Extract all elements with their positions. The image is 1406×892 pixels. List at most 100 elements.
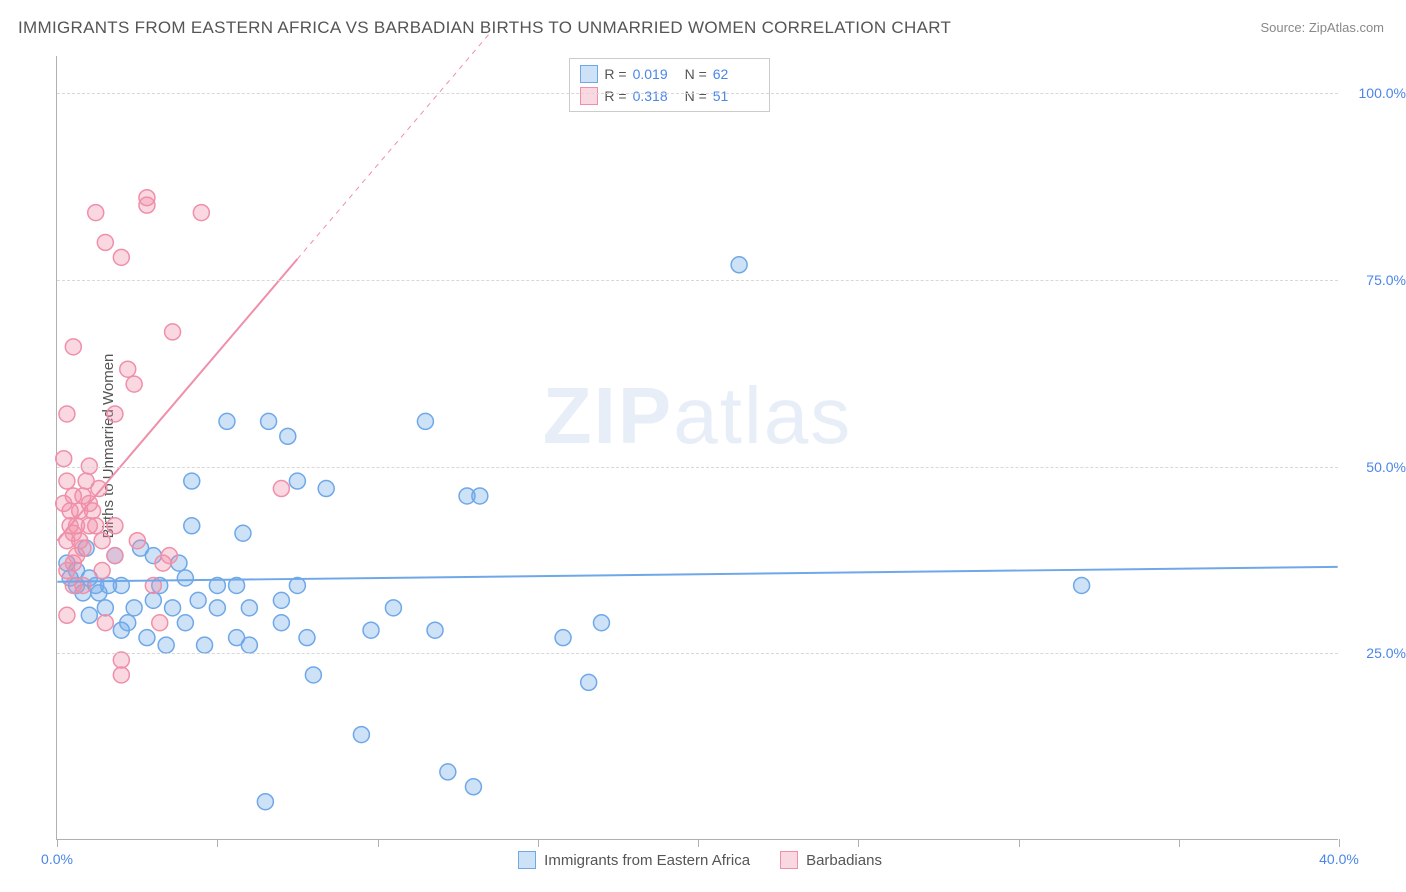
scatter-point [139,197,155,213]
scatter-point [241,600,257,616]
scatter-point [81,607,97,623]
x-tick [1179,839,1180,847]
scatter-point [353,727,369,743]
scatter-point [385,600,401,616]
scatter-point [731,257,747,273]
legend-swatch-blue [518,851,536,869]
scatter-point [184,518,200,534]
scatter-point [209,600,225,616]
legend-item-series-2: Barbadians [780,851,882,869]
chart-plot-area: ZIPatlas R = 0.019 N = 62 R = 0.318 N = … [56,56,1338,840]
x-tick [57,839,58,847]
scatter-point [197,637,213,653]
scatter-point [165,324,181,340]
scatter-point [257,794,273,810]
scatter-point [59,406,75,422]
trend-line [57,259,297,541]
trend-line-extrapolated [297,34,489,259]
scatter-point [75,540,91,556]
scatter-point [88,518,104,534]
scatter-point [107,518,123,534]
scatter-point [65,339,81,355]
scatter-point [472,488,488,504]
scatter-point [152,615,168,631]
scatter-point [299,630,315,646]
scatter-point [113,667,129,683]
scatter-point [273,481,289,497]
trend-line [57,567,1337,582]
x-tick-label: 40.0% [1319,851,1359,867]
grid-line-h [57,467,1338,468]
scatter-point [59,473,75,489]
scatter-point [363,622,379,638]
scatter-point [177,570,193,586]
scatter-point [97,600,113,616]
scatter-point [273,592,289,608]
y-tick-label: 25.0% [1366,645,1406,661]
scatter-point [88,205,104,221]
grid-line-h [57,280,1338,281]
scatter-point [273,615,289,631]
scatter-point [120,361,136,377]
y-tick-label: 100.0% [1359,85,1406,101]
scatter-point [129,533,145,549]
scatter-point [465,779,481,795]
scatter-point [417,413,433,429]
y-tick-label: 75.0% [1366,272,1406,288]
grid-line-h [57,653,1338,654]
scatter-point [94,563,110,579]
x-tick [698,839,699,847]
legend-swatch-pink [780,851,798,869]
x-tick [1019,839,1020,847]
scatter-point [318,481,334,497]
scatter-point [1074,577,1090,593]
scatter-point [177,615,193,631]
scatter-point [97,234,113,250]
y-tick-label: 50.0% [1366,459,1406,475]
legend-item-series-1: Immigrants from Eastern Africa [518,851,750,869]
chart-title: IMMIGRANTS FROM EASTERN AFRICA VS BARBAD… [18,18,951,38]
scatter-point [165,600,181,616]
scatter-point [190,592,206,608]
grid-line-h [57,93,1338,94]
scatter-point [113,652,129,668]
scatter-point [161,548,177,564]
scatter-point [289,473,305,489]
scatter-point [581,674,597,690]
scatter-point [91,481,107,497]
scatter-point [56,451,72,467]
scatter-point [280,428,296,444]
scatter-point [184,473,200,489]
scatter-point [305,667,321,683]
scatter-point [235,525,251,541]
scatter-point [427,622,443,638]
x-tick [217,839,218,847]
scatter-point [94,533,110,549]
scatter-point [440,764,456,780]
scatter-point [126,376,142,392]
x-tick [538,839,539,847]
scatter-point [555,630,571,646]
x-tick [858,839,859,847]
scatter-point [59,607,75,623]
scatter-svg [57,56,1338,839]
scatter-point [107,548,123,564]
scatter-point [75,577,91,593]
scatter-point [593,615,609,631]
scatter-point [107,406,123,422]
scatter-point [219,413,235,429]
scatter-point [113,577,129,593]
scatter-point [193,205,209,221]
source-attribution: Source: ZipAtlas.com [1260,20,1384,35]
scatter-point [113,249,129,265]
x-tick [1339,839,1340,847]
scatter-point [139,630,155,646]
scatter-point [97,615,113,631]
scatter-point [241,637,257,653]
scatter-point [261,413,277,429]
scatter-point [145,592,161,608]
x-tick-label: 0.0% [41,851,73,867]
x-tick [378,839,379,847]
scatter-point [120,615,136,631]
scatter-point [158,637,174,653]
